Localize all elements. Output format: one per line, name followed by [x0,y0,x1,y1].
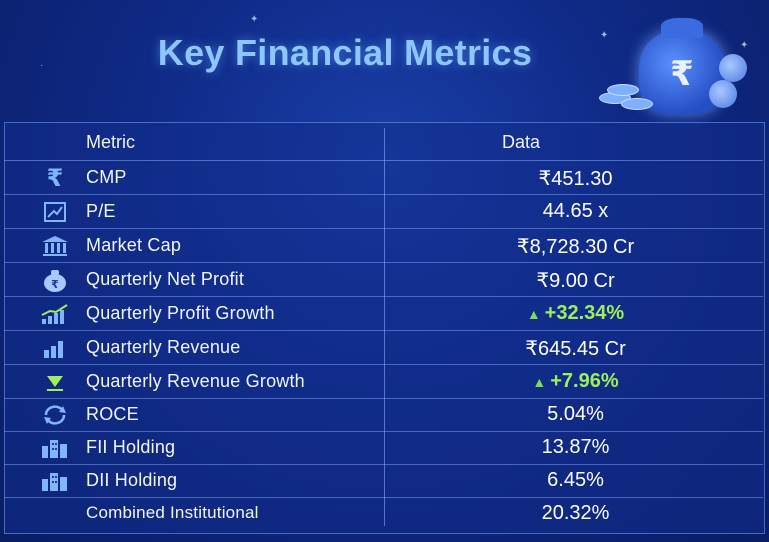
up-arrow-icon: ▲ [532,374,547,390]
up-arrow-icon: ▲ [526,306,541,322]
table-row: ₹ Quarterly Net Profit ₹9.00 Cr [4,263,763,297]
table-row: Quarterly Profit Growth ▲ +32.34% [4,297,763,331]
table-row: Market Cap ₹8,728.30 Cr [4,229,763,263]
city-buildings-icon [40,469,70,493]
table-row: ROCE 5.04% [4,398,763,432]
header-metric: Metric [86,132,135,152]
down-arrow-icon [40,370,70,394]
table-row: DII Holding 6.45% [4,464,763,498]
table-row: Quarterly Revenue ₹645.45 Cr [4,331,763,365]
header-data: Data [502,132,541,152]
page-title: Key Financial Metrics [157,32,533,73]
table-row: FII Holding 13.87% [4,431,763,465]
svg-text:₹: ₹ [51,278,59,291]
coin-icon [621,98,653,110]
bar-chart-icon [40,336,70,360]
money-bag-decoration: ₹ [591,14,751,114]
rupee-symbol: ₹ [670,55,694,93]
cycle-arrows-icon [40,403,70,427]
rupee-icon: ₹ [46,164,64,192]
table-header: Metric Data [4,124,763,161]
coin-icon [719,54,747,82]
money-bag-icon: ₹ [40,268,70,292]
rising-bars-icon [40,302,70,326]
sparkle: ✦ [740,40,749,51]
table-row: Quarterly Revenue Growth ▲ +7.96% [4,365,763,399]
table-row: Combined Institutional 20.32% [86,502,610,524]
chart-frame-icon [40,200,70,224]
coin-icon [709,80,737,108]
bank-building-icon [40,234,70,258]
table-row: ₹ CMP ₹451.30 [4,161,763,195]
city-buildings-icon [40,436,70,460]
sparkle: ✦ [250,14,259,25]
coin-icon [607,84,639,96]
sparkle: ✦ [600,30,609,41]
table-row: P/E 44.65 x [4,195,763,229]
sparkle: · [40,60,44,71]
